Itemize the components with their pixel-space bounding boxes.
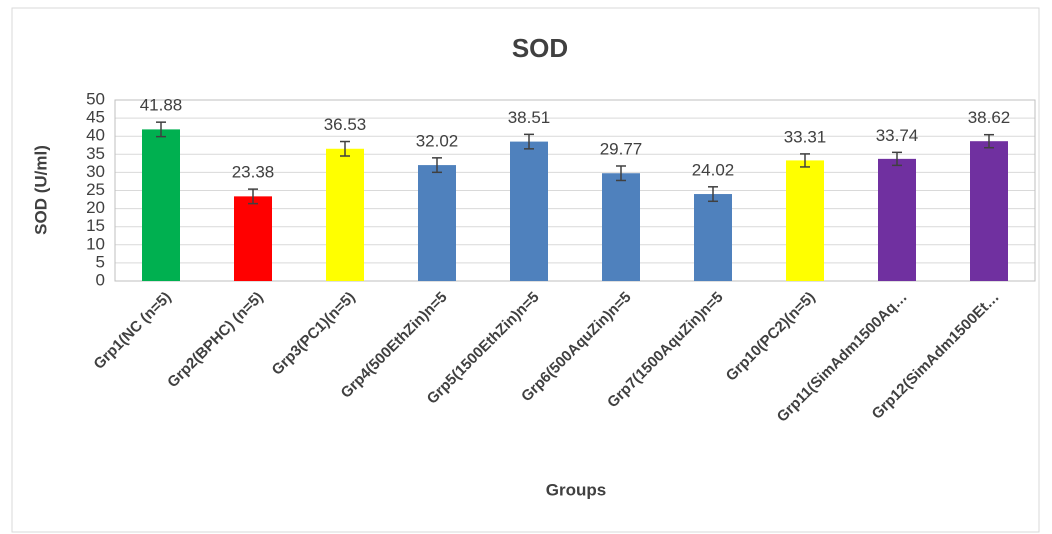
- y-tick-label: 20: [86, 198, 105, 217]
- y-tick-label: 50: [86, 89, 105, 108]
- data-label: 24.02: [692, 160, 735, 179]
- bar: [878, 158, 916, 281]
- bar: [694, 194, 732, 281]
- y-tick-label: 35: [86, 144, 105, 163]
- data-label: 33.74: [876, 126, 919, 145]
- bar: [602, 173, 640, 281]
- y-tick-label: 45: [86, 108, 105, 127]
- y-axis-label: SOD (U/ml): [31, 145, 50, 235]
- data-label: 29.77: [600, 139, 643, 158]
- y-tick-label: 0: [96, 270, 105, 289]
- data-label: 23.38: [232, 163, 275, 182]
- data-label: 33.31: [784, 127, 827, 146]
- y-tick-label: 40: [86, 126, 105, 145]
- y-tick-label: 15: [86, 216, 105, 235]
- y-tick-label: 25: [86, 180, 105, 199]
- x-axis-label: Groups: [546, 480, 606, 499]
- chart-title: SOD: [512, 33, 568, 63]
- y-tick-label: 10: [86, 234, 105, 253]
- bar: [970, 141, 1008, 281]
- data-label: 36.53: [324, 115, 367, 134]
- data-label: 38.51: [508, 108, 551, 127]
- data-label: 32.02: [416, 131, 459, 150]
- bar: [326, 148, 364, 281]
- data-label: 41.88: [140, 96, 183, 115]
- y-tick-label: 5: [96, 252, 105, 271]
- bar: [234, 196, 272, 281]
- data-label: 38.62: [968, 108, 1011, 127]
- plot-border: [114, 99, 1036, 282]
- bar: [142, 129, 180, 281]
- bar: [418, 165, 456, 281]
- bar: [786, 160, 824, 281]
- y-tick-label: 30: [86, 162, 105, 181]
- bar: [510, 141, 548, 281]
